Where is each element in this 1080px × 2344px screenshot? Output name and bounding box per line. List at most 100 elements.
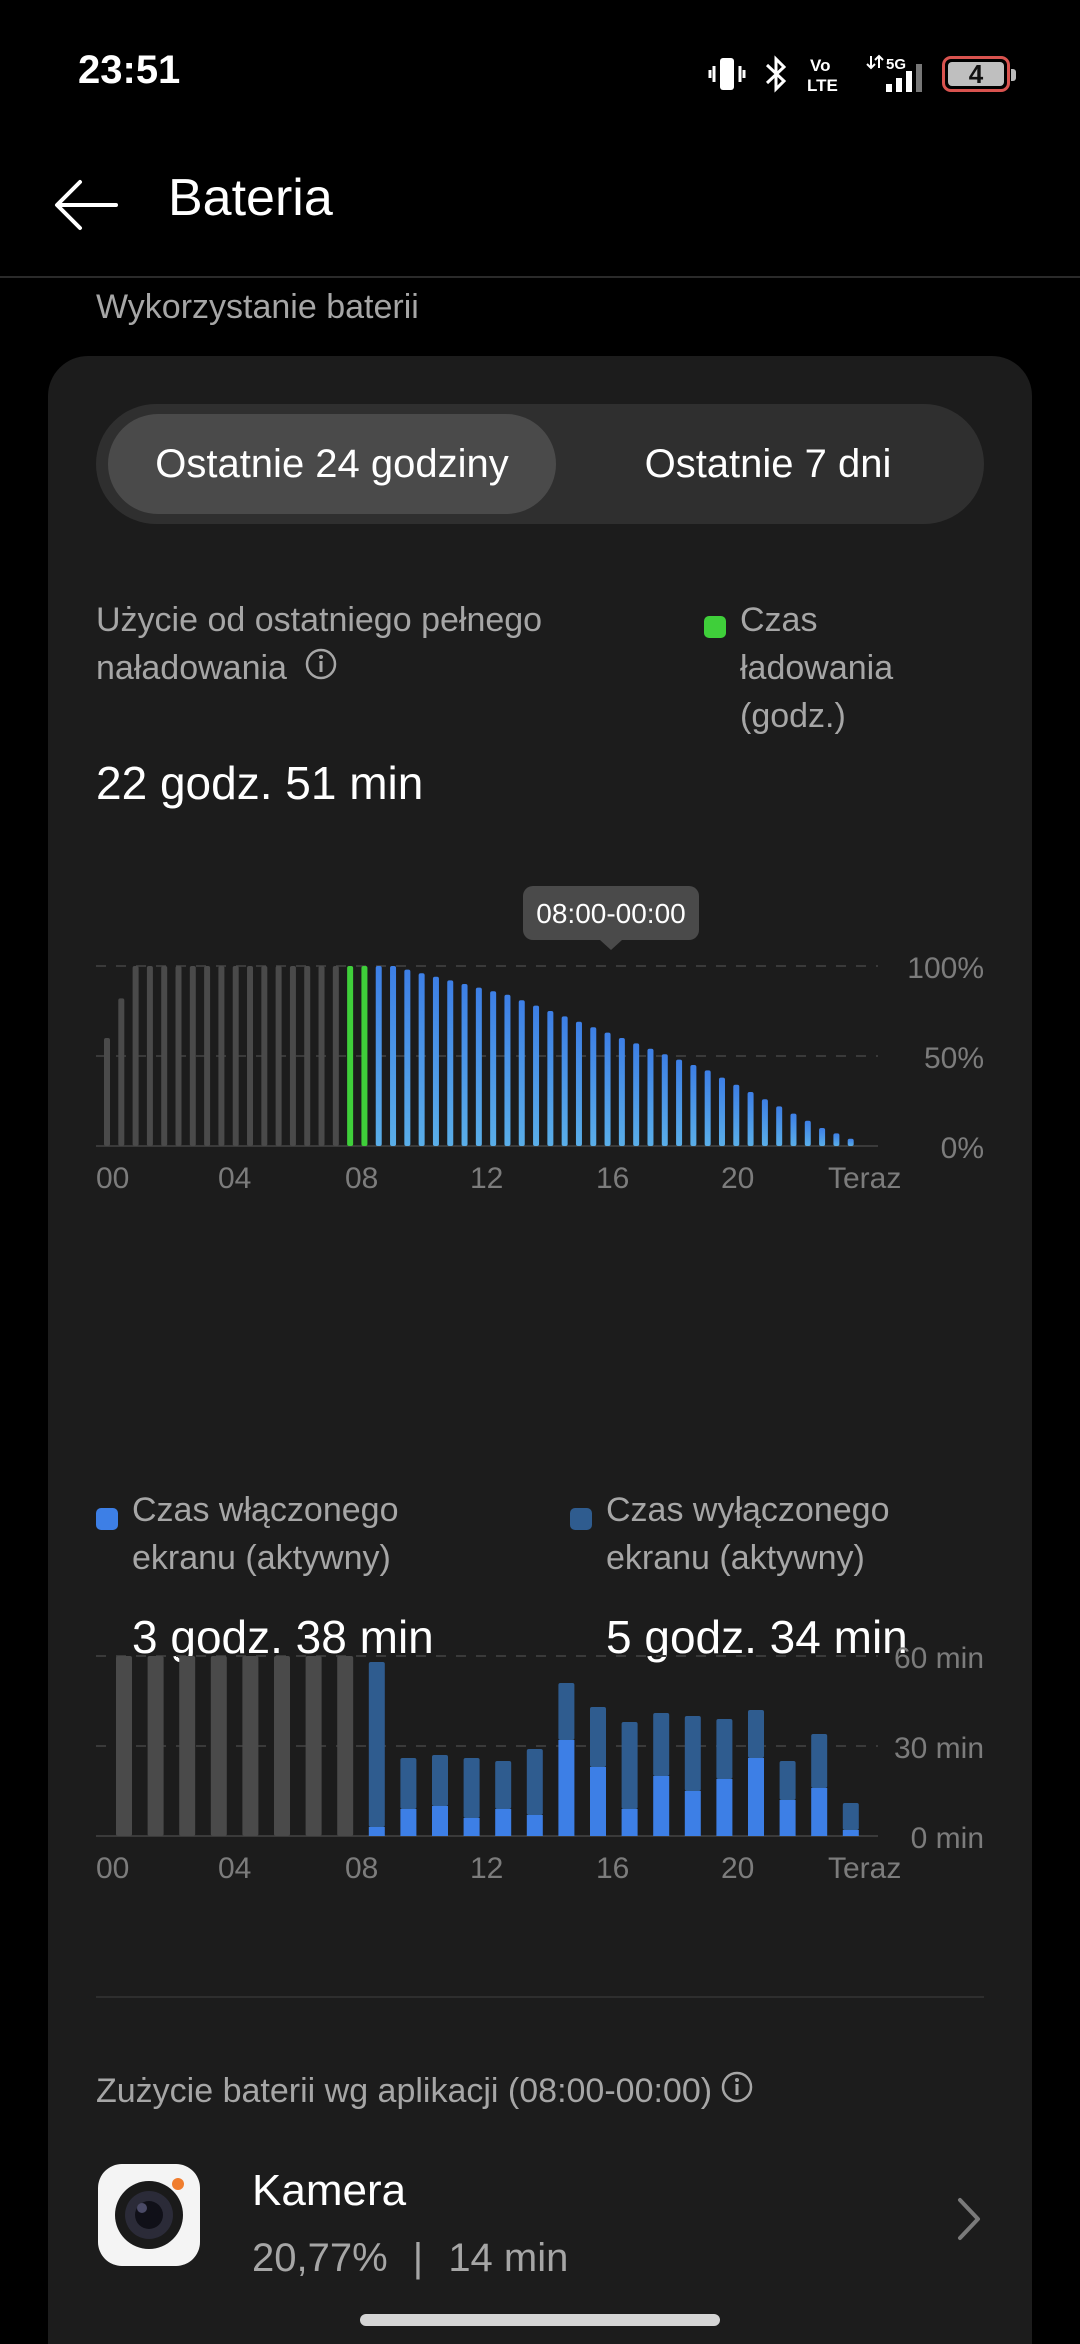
battery-usage-card: Ostatnie 24 godziny Ostatnie 7 dni Użyci…	[48, 356, 1032, 2344]
home-indicator[interactable]	[360, 2314, 720, 2326]
apps-title-text: Zużycie baterii wg aplikacji (08:00-00:0…	[96, 2072, 713, 2110]
screen-on-value: 3 godz. 38 min	[132, 1611, 434, 1663]
y-tick-label: 50%	[924, 1042, 984, 1075]
screen-on-label: Czas włączonego ekranu (aktywny)	[132, 1491, 399, 1577]
y-tick-label: 100%	[907, 952, 984, 985]
tab-last-7-days[interactable]: Ostatnie 7 dni	[644, 441, 892, 486]
battery-bar	[146, 966, 153, 1146]
screen-on-bar	[590, 1767, 606, 1836]
battery-bar	[232, 966, 239, 1146]
screen-on-bar	[716, 1779, 733, 1836]
battery-bar	[718, 1077, 725, 1146]
battery-bar	[747, 1092, 754, 1146]
card-divider	[96, 1996, 984, 1998]
screen-off-bar	[748, 1710, 764, 1758]
app-stats-separator: |	[412, 2236, 424, 2280]
screen-off-bar	[590, 1707, 606, 1767]
screen-time-bar	[210, 1656, 227, 1836]
y-tick-label: 60 min	[894, 1646, 984, 1675]
screen-time-bar	[305, 1656, 322, 1836]
battery-bar	[647, 1048, 654, 1146]
screen-off-bar	[811, 1734, 828, 1788]
tooltip-text: 08:00-00:00	[536, 898, 685, 929]
battery-bar	[790, 1113, 797, 1146]
screen-off-bar	[463, 1758, 480, 1818]
usage-title: Użycie od ostatniego pełnego naładowania	[96, 596, 656, 694]
battery-bar	[332, 966, 339, 1146]
battery-bar	[704, 1070, 711, 1146]
battery-bar	[690, 1065, 697, 1146]
screen-on-bar	[526, 1815, 543, 1836]
legend-charging-label: Czas ładowania (godz.)	[740, 601, 894, 735]
volte-icon: Vo LTE	[806, 54, 848, 94]
x-tick-label: 20	[721, 1162, 754, 1195]
camera-app-icon	[98, 2164, 200, 2266]
battery-bar	[590, 1027, 597, 1146]
battery-bar	[390, 966, 397, 1146]
screen-off-bar	[842, 1803, 859, 1830]
x-tick-label: 08	[345, 1852, 378, 1885]
screen-time-bar	[116, 1656, 132, 1836]
battery-bar	[289, 966, 296, 1146]
app-name: Kamera	[252, 2166, 407, 2215]
arrow-left-icon[interactable]	[50, 170, 120, 240]
battery-bar	[833, 1133, 840, 1146]
screen-on-bar	[495, 1809, 512, 1836]
battery-level-chart: 100% 50% 0% 00 04 08 12 16 20 Teraz 08:00-00:00	[96, 886, 984, 1195]
app-percent: 20,77%	[252, 2236, 388, 2280]
battery-level: 4	[968, 58, 984, 89]
screen-on-bar	[653, 1776, 670, 1836]
battery-icon: 4	[942, 56, 1016, 92]
section-label: Wykorzystanie baterii	[96, 288, 419, 326]
battery-bar	[218, 966, 225, 1146]
status-time: 23:51	[78, 48, 181, 92]
period-tabs: Ostatnie 24 godziny Ostatnie 7 dni	[96, 404, 984, 524]
battery-bar	[447, 980, 454, 1146]
screen-off-bar	[368, 1662, 385, 1827]
bluetooth-icon	[764, 54, 788, 94]
x-tick-label: 08	[345, 1162, 378, 1195]
battery-bar	[361, 966, 368, 1146]
screen-off-bar	[400, 1758, 417, 1809]
battery-bar	[475, 987, 482, 1146]
screen-on-bar	[748, 1758, 764, 1836]
battery-bar	[161, 966, 168, 1146]
tab-last-24-hours[interactable]: Ostatnie 24 godziny	[108, 414, 556, 514]
app-bar: Bateria	[0, 140, 1080, 276]
battery-bar	[504, 994, 511, 1146]
header-divider	[0, 276, 1080, 278]
screen-off-bar	[495, 1761, 512, 1809]
info-icon[interactable]	[304, 646, 338, 694]
battery-bar	[304, 966, 311, 1146]
screen-off-bar	[716, 1719, 733, 1779]
screen-time-chart: 60 min 30 min 0 min 00 04 08 12 16 20 Teraz	[96, 1646, 984, 1885]
usage-title-text: Użycie od ostatniego pełnego naładowania	[96, 601, 543, 687]
screen-on-bar	[558, 1740, 575, 1836]
x-tick-label: 04	[218, 1852, 251, 1885]
app-row-kamera[interactable]: Kamera 20,77% | 14 min	[48, 2164, 1032, 2314]
screen-off-label: Czas wyłączonego ekranu (aktywny)	[606, 1491, 890, 1577]
y-tick-label: 0 min	[911, 1822, 984, 1855]
battery-bar	[533, 1005, 540, 1146]
battery-bar	[604, 1032, 611, 1146]
battery-bar	[618, 1038, 625, 1146]
battery-bar	[318, 966, 325, 1146]
screen-time-bar	[337, 1656, 354, 1836]
status-icons: Vo LTE 5G 4	[708, 52, 1016, 96]
app-time: 14 min	[448, 2236, 569, 2280]
x-tick-label: 00	[96, 1852, 129, 1885]
screen-on-bar	[811, 1788, 828, 1836]
battery-bar	[561, 1016, 568, 1146]
screen-on-bar	[779, 1800, 796, 1836]
battery-bar	[776, 1106, 783, 1146]
battery-bar	[247, 966, 254, 1146]
info-icon[interactable]	[720, 2070, 754, 2113]
app-stats: 20,77% | 14 min	[252, 2236, 568, 2281]
battery-bar	[132, 966, 139, 1146]
battery-bar	[204, 966, 211, 1146]
screen-on-bar	[621, 1809, 638, 1836]
y-tick-label: 0%	[941, 1132, 984, 1165]
battery-bar	[676, 1059, 683, 1146]
chevron-right-icon	[954, 2194, 984, 2249]
battery-bar	[819, 1128, 826, 1146]
